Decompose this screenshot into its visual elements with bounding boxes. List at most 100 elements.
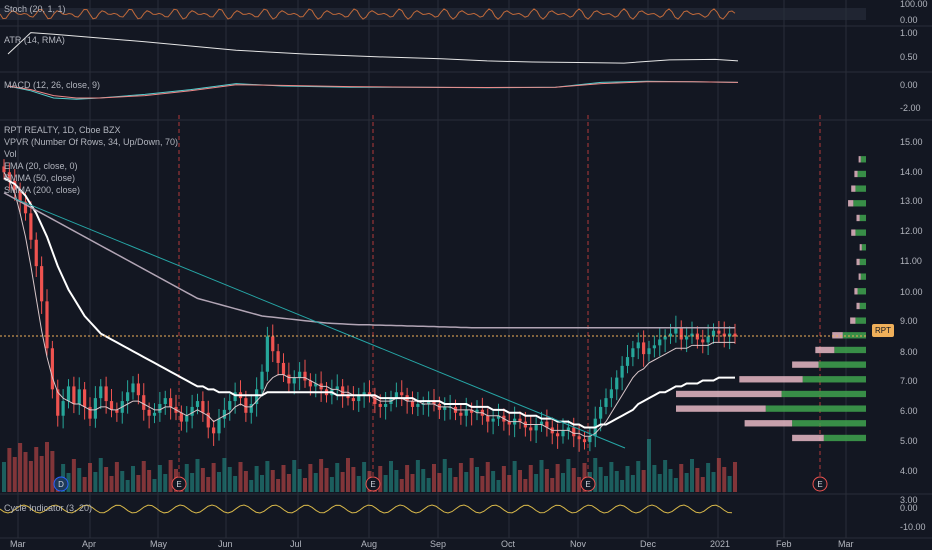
- candle: [217, 418, 221, 434]
- vpvr-down-bar: [858, 273, 861, 280]
- volume-bar: [389, 461, 393, 492]
- volume-bar: [286, 474, 291, 492]
- vpvr-up-bar: [860, 273, 866, 280]
- volume-bar: [378, 466, 383, 492]
- candle: [212, 427, 216, 434]
- candle: [131, 383, 135, 393]
- vpvr-up-bar: [853, 200, 866, 207]
- ema-legend[interactable]: EMA (20, close, 0): [4, 161, 78, 171]
- candle: [674, 327, 678, 334]
- smma200-line: [3, 192, 735, 329]
- vpvr-up-bar: [765, 405, 866, 412]
- candle: [255, 389, 259, 404]
- volume-bar: [652, 465, 657, 492]
- volume-bar: [238, 462, 243, 492]
- volume-bar: [45, 442, 49, 492]
- candle: [394, 392, 398, 399]
- marker-circle: [580, 476, 596, 492]
- cycle-legend[interactable]: Cycle Indicator (3, 20): [4, 503, 93, 513]
- earnings-marker[interactable]: E: [365, 476, 381, 492]
- vol-legend[interactable]: Vol: [4, 149, 17, 159]
- volume-bar: [362, 462, 367, 492]
- candle: [400, 392, 404, 396]
- marker-circle: [53, 476, 69, 492]
- dividend-marker[interactable]: D: [53, 476, 69, 492]
- candle: [427, 401, 431, 404]
- earnings-marker[interactable]: E: [812, 476, 828, 492]
- candle: [728, 333, 732, 337]
- candle: [29, 213, 33, 240]
- candle: [663, 336, 667, 340]
- vpvr-down-bar: [792, 361, 819, 368]
- symbol-legend[interactable]: RPT REALTY, 1D, Cboe BZX: [4, 125, 121, 135]
- volume-bar: [270, 470, 275, 492]
- volume-bar: [356, 476, 361, 492]
- smma200-legend[interactable]: SMMA (200, close): [4, 185, 81, 195]
- volume-bar: [319, 459, 324, 492]
- volume-bar: [421, 469, 426, 492]
- candle: [357, 395, 361, 402]
- candle: [615, 377, 619, 390]
- candle: [179, 412, 183, 422]
- earnings-marker[interactable]: E: [171, 476, 187, 492]
- x-tick-label: Aug: [361, 539, 377, 549]
- x-tick-label: Nov: [570, 539, 587, 549]
- earnings-marker[interactable]: E: [580, 476, 596, 492]
- vpvr-down-bar: [815, 346, 835, 354]
- macd-legend[interactable]: MACD (12, 26, close, 9): [4, 80, 101, 90]
- volume-bar: [23, 452, 28, 492]
- candle: [335, 386, 339, 390]
- vpvr-down-bar: [859, 244, 862, 251]
- candle: [561, 430, 565, 437]
- candle: [416, 404, 420, 407]
- candle: [77, 389, 81, 404]
- candle: [115, 409, 119, 413]
- x-tick-label: Oct: [501, 539, 516, 549]
- volume-bar: [566, 459, 571, 492]
- candle: [88, 406, 92, 419]
- candle: [706, 336, 710, 343]
- volume-bar: [550, 478, 555, 492]
- volume-bar: [308, 464, 313, 492]
- volume-bar: [684, 473, 689, 492]
- stoch-band: [0, 8, 866, 20]
- volume-bar: [561, 473, 565, 492]
- atr-legend[interactable]: ATR (14, RMA): [4, 35, 65, 45]
- candle: [222, 409, 226, 419]
- volume-bar: [690, 459, 694, 492]
- y-tick-label: -2.00: [900, 103, 921, 113]
- volume-bar: [475, 467, 479, 492]
- candle: [190, 406, 194, 416]
- candle: [152, 412, 157, 416]
- candle: [459, 412, 463, 416]
- volume-bar: [733, 462, 737, 492]
- volume-bar: [432, 464, 436, 492]
- candle: [23, 201, 28, 214]
- volume-bar: [507, 475, 512, 492]
- vpvr-legend[interactable]: VPVR (Number Of Rows, 34, Up/Down, 70): [4, 137, 179, 147]
- candle: [2, 166, 6, 173]
- volume-bar: [260, 475, 264, 492]
- volume-bar: [217, 472, 221, 492]
- volume-bar: [593, 458, 598, 492]
- y-tick-label: 9.00: [900, 316, 918, 326]
- cycle-line: [0, 504, 733, 514]
- volume-bar: [518, 470, 522, 492]
- volume-bar: [700, 477, 705, 492]
- volume-bar: [437, 473, 442, 492]
- volume-bar: [195, 459, 200, 492]
- candle: [281, 362, 286, 375]
- volume-bar: [394, 470, 399, 492]
- volume-bar: [190, 473, 195, 492]
- volume-bar: [534, 474, 539, 492]
- volume-bar: [12, 457, 17, 492]
- smma50-legend[interactable]: SMMA (50, close): [4, 173, 76, 183]
- volume-bar: [18, 443, 23, 492]
- candle: [83, 389, 87, 407]
- x-axis: Mar Apr May Jun Jul Aug Sep Oct Nov Dec 2021 Feb Mar: [10, 539, 854, 549]
- y-tick-label: 8.00: [900, 347, 918, 357]
- volume-bar: [711, 472, 716, 492]
- stoch-legend[interactable]: Stoch (20, 1, 1): [4, 4, 66, 14]
